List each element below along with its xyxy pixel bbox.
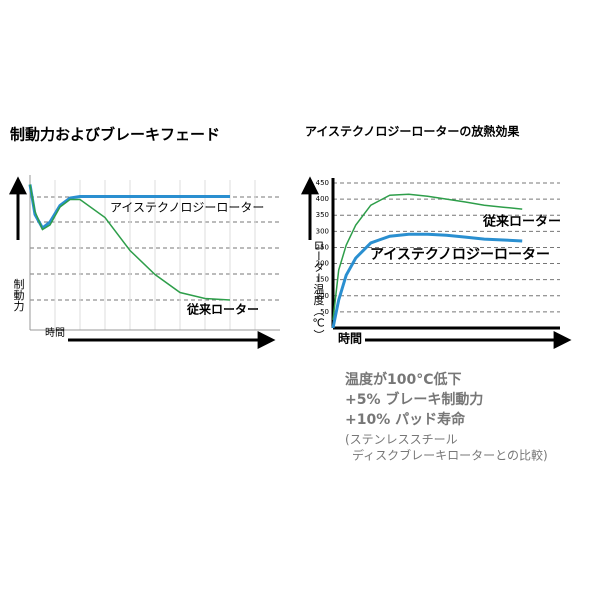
series-label: アイステクノロジーローター xyxy=(370,247,550,263)
chart-title: 制動力およびブレーキフェード xyxy=(10,126,220,144)
y-tick-label: 100 xyxy=(316,292,329,300)
annotation: ディスクブレーキローターとの比較) xyxy=(352,448,548,463)
y-tick-label: 50 xyxy=(320,308,329,316)
y-tick-label: 150 xyxy=(316,276,329,284)
series-label: アイステクノロジーローター xyxy=(110,201,264,215)
y-tick-label: 450 xyxy=(316,179,329,187)
annotation: 温度が100°C低下 xyxy=(345,371,462,388)
series-line xyxy=(331,232,523,329)
series-line xyxy=(332,193,523,320)
y-tick-label: 300 xyxy=(316,227,329,235)
y-axis-label: 制動力 xyxy=(12,278,25,311)
y-axis-label: ローター温度（℃） xyxy=(312,240,325,341)
y-tick-label: 200 xyxy=(316,260,329,268)
x-axis-label: 時間 xyxy=(45,327,65,339)
y-tick-label: 350 xyxy=(316,211,329,219)
y-tick-label: 250 xyxy=(316,243,329,251)
annotation: (ステンレススチール xyxy=(345,433,458,447)
series-label: 従来ローター xyxy=(482,214,561,230)
x-axis-label: 時間 xyxy=(338,331,362,346)
annotation: +5% ブレーキ制動力 xyxy=(345,391,483,408)
series-label: 従来ローター xyxy=(186,302,259,317)
y-tick-label: 400 xyxy=(316,195,329,203)
series-line xyxy=(29,184,231,301)
annotation: +10% パッド寿命 xyxy=(345,411,466,428)
chart-title: アイステクノロジーローターの放熱効果 xyxy=(305,124,519,139)
